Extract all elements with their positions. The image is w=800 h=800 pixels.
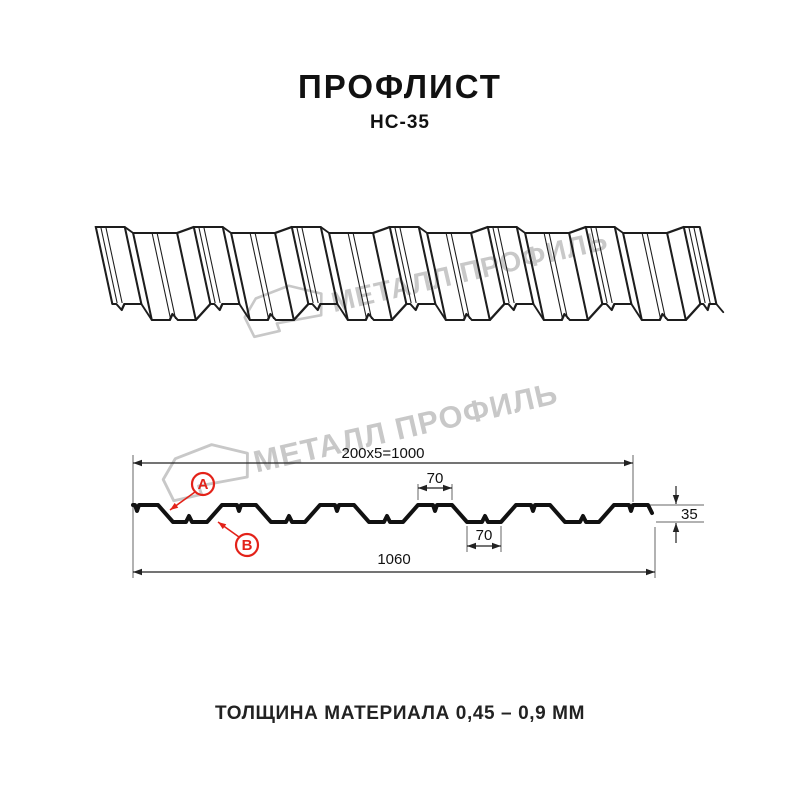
watermark-brand-text: МЕТАЛЛ ПРОФИЛЬ <box>250 375 561 479</box>
dim-module-pitch: 200x5=1000 <box>342 445 425 462</box>
callout-a: A <box>169 471 216 511</box>
watermark-lower: МЕТАЛЛ ПРОФИЛЬ <box>156 375 561 504</box>
callout-b-circle <box>234 532 260 558</box>
dim-rib-top-width: 70 <box>427 470 444 487</box>
page-title: ПРОФЛИСТ <box>298 68 502 105</box>
material-thickness-note: ТОЛЩИНА МАТЕРИАЛА 0,45 – 0,9 ММ <box>214 703 586 724</box>
watermark-brand-text: МЕТАЛЛ ПРОФИЛЬ <box>328 224 611 318</box>
callout-a-label: A <box>198 476 209 493</box>
callout-b-label: B <box>242 537 253 554</box>
metal-profil-logo-icon <box>238 277 329 340</box>
product-code: НС-35 <box>370 112 430 133</box>
profile-outline <box>131 503 654 524</box>
cross-section: 200x5=1000 70 70 1060 35 A B <box>131 445 704 578</box>
callout-a-circle <box>190 471 216 497</box>
callout-b: B <box>217 521 260 558</box>
dim-rib-bottom-width: 70 <box>476 527 493 544</box>
dim-overall-width: 1060 <box>377 551 410 568</box>
dim-profile-height: 35 <box>681 506 698 523</box>
sheet-3d-view <box>94 225 725 322</box>
